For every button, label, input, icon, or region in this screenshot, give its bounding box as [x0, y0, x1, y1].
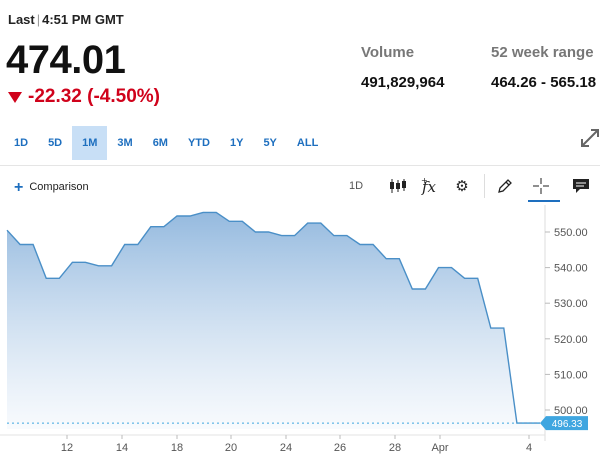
x-tick-label: 14: [116, 442, 128, 454]
last-trade-time: Last | 4:51 PM GMT: [8, 12, 124, 27]
y-tick-label: 510.00: [554, 369, 588, 381]
range-button-all[interactable]: ALL: [296, 137, 319, 149]
price-change-value: -22.32 (-4.50%): [28, 86, 161, 107]
52-week-range-label: 52 week range: [491, 44, 594, 61]
candlestick-icon[interactable]: [388, 174, 408, 198]
y-tick-label: 530.00: [554, 298, 588, 310]
series-line: [6, 211, 540, 424]
range-button-1m[interactable]: 1M: [72, 126, 108, 160]
volume-label: Volume: [361, 44, 415, 61]
time-range-selector: 1D 5D 1M 3M 6M YTD 1Y 5Y ALL: [4, 126, 328, 160]
x-tick-label: 28: [389, 442, 401, 454]
divider: [0, 165, 600, 166]
x-tick-label: Apr: [431, 442, 448, 454]
interval-button[interactable]: 1D: [348, 180, 364, 192]
gear-icon[interactable]: ⚙: [455, 178, 469, 195]
last-price-badge-label: 496.33: [552, 419, 583, 430]
range-button-5d[interactable]: 5D: [48, 137, 63, 149]
y-tick-label: 540.00: [554, 263, 588, 275]
y-tick-label: 500.00: [554, 405, 588, 417]
x-tick-label: 12: [61, 442, 73, 454]
range-button-1y[interactable]: 1Y: [229, 137, 244, 149]
52-week-range-value: 464.26 - 565.18: [491, 74, 597, 91]
range-button-5y[interactable]: 5Y: [263, 137, 277, 149]
svg-text:+: +: [421, 177, 428, 185]
function-icon[interactable]: fx +: [420, 174, 442, 198]
range-button-1d[interactable]: 1D: [14, 137, 29, 149]
range-button-ytd[interactable]: YTD: [187, 137, 210, 149]
y-tick-label: 550.00: [554, 227, 588, 239]
svg-text:fx: fx: [421, 178, 437, 195]
pencil-icon[interactable]: [494, 174, 516, 198]
plus-icon: +: [14, 178, 24, 196]
comparison-button[interactable]: + Comparison: [14, 178, 89, 196]
x-tick-label: 26: [334, 442, 346, 454]
x-tick-label: 4: [526, 442, 532, 454]
time-label: 4:51 PM GMT: [42, 12, 124, 27]
range-button-6m[interactable]: 6M: [152, 137, 168, 149]
y-tick-label: 520.00: [554, 334, 588, 346]
last-price-badge: [540, 416, 588, 431]
comment-icon[interactable]: [570, 174, 592, 198]
toolbar-separator: [484, 174, 485, 198]
down-arrow-icon: [8, 91, 22, 103]
x-tick-label: 20: [225, 442, 237, 454]
current-price: 474.01: [6, 38, 126, 82]
expand-icon[interactable]: [580, 128, 600, 148]
last-label: Last: [8, 12, 35, 27]
volume-stat: Volume 491,829,964: [361, 44, 444, 91]
52-week-range-stat: 52 week range 464.26 - 565.18: [491, 44, 596, 91]
crosshair-active-indicator: [528, 200, 560, 202]
crosshair-icon[interactable]: [530, 174, 552, 198]
price-chart[interactable]: 550.00 540.00 530.00 520.00 510.00 500.00 12 14…: [0, 205, 600, 459]
separator: |: [36, 12, 41, 27]
price-change: -22.32 (-4.50%): [8, 86, 160, 108]
x-tick-label: 18: [171, 442, 183, 454]
comparison-label: Comparison: [29, 181, 89, 193]
series-area: [7, 212, 540, 429]
volume-value: 491,829,964: [361, 74, 445, 91]
x-tick-label: 24: [280, 442, 292, 454]
range-button-3m[interactable]: 3M: [117, 137, 133, 149]
chart-toolbar: 1D fx + ⚙: [340, 174, 600, 202]
